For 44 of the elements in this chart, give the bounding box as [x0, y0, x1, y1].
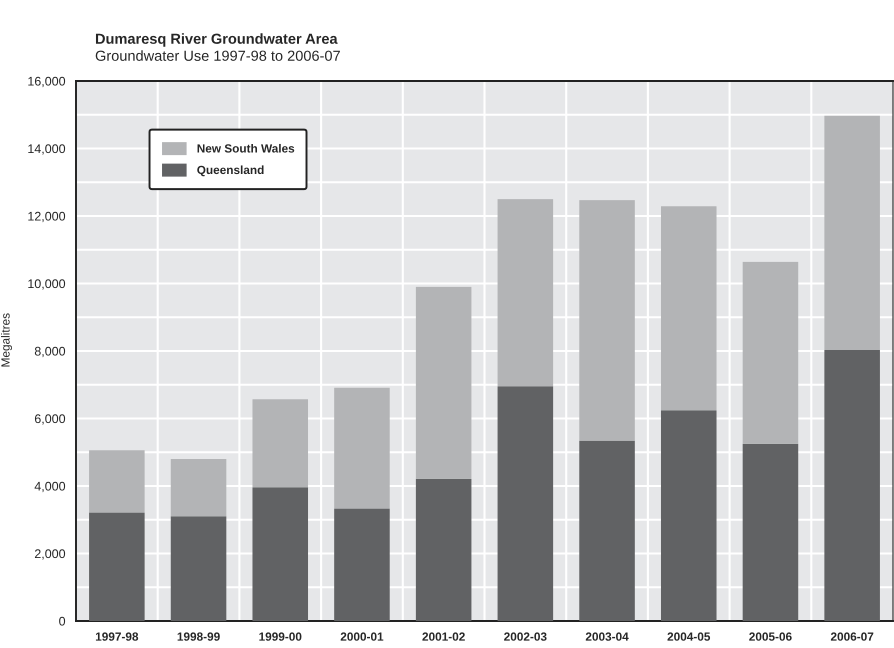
x-tick-label: 1998-99 — [178, 632, 220, 641]
x-tick-label: 2001-02 — [422, 632, 465, 641]
bar — [824, 116, 880, 350]
bar — [579, 440, 635, 621]
y-tick-label: 14,000 — [28, 144, 66, 155]
bar — [824, 350, 880, 621]
x-tick-label: 2006-07 — [830, 632, 874, 641]
bar — [742, 262, 798, 444]
bar — [170, 516, 226, 621]
bar — [252, 399, 308, 488]
x-tick-label: 1999-00 — [259, 632, 302, 641]
x-tick-label: 2000-01 — [340, 632, 384, 641]
bar — [334, 508, 390, 621]
bar — [416, 286, 472, 479]
bar — [660, 410, 717, 621]
x-tick-label: 1997-98 — [96, 632, 138, 641]
chart-subtitle: Groundwater Use 1997-98 to 2006-07 — [96, 50, 340, 61]
bar — [498, 199, 554, 386]
chart-title: Dumaresq River Groundwater Area — [96, 33, 338, 47]
y-tick-label: 8,000 — [34, 346, 66, 358]
x-tick-label: 2005-06 — [749, 632, 792, 641]
y-tick-label: 12,000 — [28, 212, 66, 222]
bar — [252, 487, 308, 621]
y-axis-title: Megalitres — [0, 313, 12, 366]
bar — [742, 444, 798, 621]
bar — [334, 388, 390, 509]
legend-label: New South Wales — [198, 144, 294, 153]
bar — [416, 478, 472, 621]
bar — [89, 450, 145, 513]
x-tick-label: 2002-03 — [504, 632, 547, 641]
x-tick-label: 2003-04 — [586, 632, 629, 641]
legend-label: Queensland — [197, 165, 264, 176]
y-tick-label: 6,000 — [34, 414, 66, 425]
y-tick-label: 4,000 — [34, 482, 66, 492]
y-tick-label: 2,000 — [34, 549, 66, 560]
x-tick-label: 2004-05 — [668, 632, 710, 641]
bar — [498, 386, 554, 621]
y-tick-label: 10,000 — [28, 279, 66, 290]
bar — [89, 512, 145, 621]
bar — [170, 459, 226, 516]
y-tick-label: 16,000 — [28, 76, 66, 88]
bar — [579, 200, 635, 441]
bar — [660, 206, 717, 410]
y-tick-label: 0 — [59, 616, 66, 626]
